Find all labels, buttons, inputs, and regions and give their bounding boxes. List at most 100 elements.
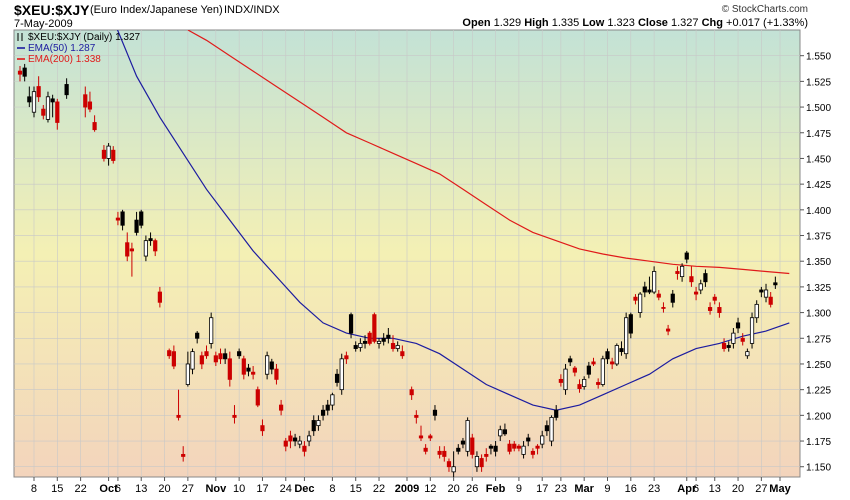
candle — [423, 444, 428, 455]
open-value: 1.329 — [493, 17, 522, 29]
candle — [204, 345, 209, 359]
candle-body — [316, 420, 321, 427]
candle — [181, 446, 186, 462]
candle — [316, 415, 321, 431]
ema50-line — [116, 30, 790, 411]
candle — [45, 91, 51, 123]
candle-body — [195, 332, 200, 339]
candle-body — [768, 296, 773, 305]
candle-body — [721, 343, 727, 349]
candle — [633, 294, 638, 305]
candle — [330, 392, 335, 411]
candle — [306, 430, 312, 447]
candle — [763, 283, 769, 303]
y-tick-label: 1.200 — [806, 411, 831, 422]
candle-body — [456, 447, 461, 452]
candle-body — [577, 384, 582, 390]
x-tick-label: 17 — [536, 483, 548, 495]
candle-body — [535, 445, 540, 449]
candle — [693, 286, 699, 301]
candle — [596, 378, 601, 389]
candle — [353, 341, 358, 352]
x-tick-label: 15 — [51, 483, 63, 495]
legend-label-ema50: EMA(50) 1.287 — [28, 43, 96, 54]
candle-body — [418, 435, 424, 439]
candle — [358, 338, 363, 352]
candle-body — [488, 445, 494, 449]
y-tick-label: 1.375 — [806, 232, 831, 243]
candle-body — [763, 289, 769, 298]
candle — [759, 286, 764, 298]
candle-body — [139, 211, 144, 226]
candle — [414, 410, 419, 424]
candle — [554, 405, 559, 421]
x-tick-label: 9 — [516, 483, 522, 495]
low-value: 1.323 — [607, 17, 635, 29]
candle — [698, 279, 703, 295]
x-tick-label: 22 — [74, 483, 86, 495]
candle — [707, 302, 713, 315]
candle-body — [344, 355, 349, 360]
candle — [209, 312, 214, 349]
candle-body — [143, 240, 148, 257]
candle — [292, 433, 298, 447]
candle — [111, 146, 116, 164]
candle-body — [628, 314, 633, 334]
candle-body — [274, 368, 279, 380]
candle — [600, 355, 605, 387]
candles — [17, 63, 778, 477]
candle — [498, 425, 503, 442]
chart-exchange: INDX/INDX — [224, 4, 280, 16]
candle — [41, 105, 46, 120]
candle — [106, 143, 111, 166]
candle — [418, 425, 424, 442]
candle — [297, 435, 302, 449]
y-tick-label: 1.225 — [806, 386, 831, 397]
candle — [27, 86, 32, 108]
candle — [493, 441, 498, 457]
candle-body — [125, 242, 130, 257]
candle — [255, 386, 260, 408]
candle — [139, 209, 144, 229]
candle-body — [572, 367, 577, 373]
y-tick-label: 1.525 — [806, 77, 831, 88]
candle — [64, 78, 69, 99]
candle — [502, 423, 508, 436]
candle-body — [558, 378, 563, 383]
chart-date: 7-May-2009 — [14, 18, 73, 30]
x-tick-label: 24 — [280, 483, 292, 495]
candle — [251, 366, 256, 380]
candle — [488, 444, 494, 455]
candle — [624, 312, 629, 359]
candle-body — [17, 70, 23, 75]
candle-body — [624, 317, 629, 355]
candle-body — [390, 343, 396, 349]
candle-body — [92, 122, 97, 131]
candle — [661, 302, 666, 313]
candle-body — [530, 450, 535, 455]
candle — [586, 361, 591, 379]
y-tick-label: 1.150 — [806, 463, 831, 474]
candle-body — [376, 340, 382, 344]
candle-body — [633, 296, 638, 301]
candle-body — [619, 348, 624, 353]
candle — [246, 363, 251, 377]
candle — [717, 302, 722, 318]
candle-body — [134, 219, 139, 233]
candle — [213, 351, 218, 367]
candle-body — [181, 453, 186, 457]
candle — [241, 355, 246, 380]
candle — [87, 91, 93, 113]
candle-body — [292, 437, 298, 442]
candle-body — [171, 351, 176, 367]
candle-body — [544, 425, 549, 432]
candle-body — [358, 343, 363, 348]
candle — [670, 289, 675, 308]
candle — [610, 357, 615, 370]
y-tick-label: 1.400 — [806, 206, 831, 217]
candle — [684, 250, 689, 264]
candle-body — [36, 86, 41, 98]
x-tick-label: 8 — [329, 483, 335, 495]
candle — [666, 324, 671, 336]
x-tick-label: 20 — [732, 483, 744, 495]
